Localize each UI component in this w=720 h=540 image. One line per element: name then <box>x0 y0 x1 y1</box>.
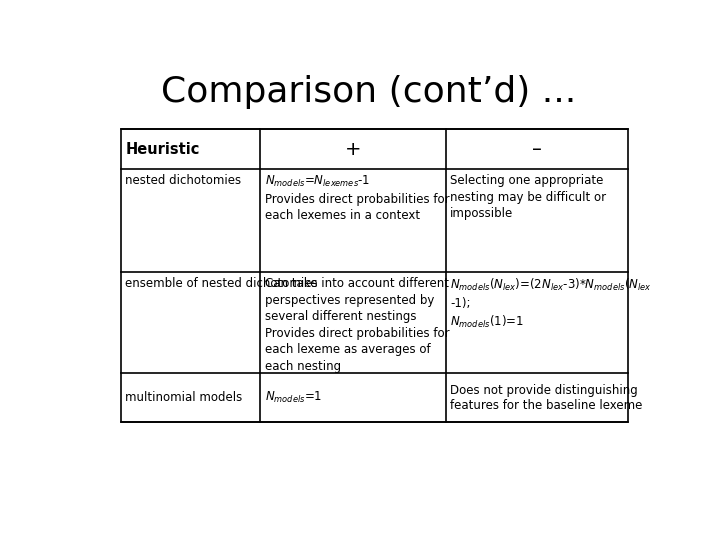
Text: Comparison (cont’d) ...: Comparison (cont’d) ... <box>161 75 577 109</box>
Text: $N_{models}$($N_{lex}$)=(2$N_{lex}$-3)*$N_{models}$($N_{lex}$
-1);
$N_{models}$(: $N_{models}$($N_{lex}$)=(2$N_{lex}$-3)*$… <box>450 278 652 330</box>
Text: nested dichotomies: nested dichotomies <box>125 174 241 187</box>
Text: Heuristic: Heuristic <box>125 141 199 157</box>
Text: Does not provide distinguishing
features for the baseline lexeme: Does not provide distinguishing features… <box>450 384 642 412</box>
Text: multinomial models: multinomial models <box>125 392 243 404</box>
Text: $N_{models}$=$N_{lexemes}$-1
Provides direct probabilities for
each lexemes in a: $N_{models}$=$N_{lexemes}$-1 Provides di… <box>265 174 449 222</box>
Bar <box>121 129 629 422</box>
Text: –: – <box>532 140 542 159</box>
Text: Selecting one appropriate
nesting may be difficult or
impossible: Selecting one appropriate nesting may be… <box>450 174 606 220</box>
Text: +: + <box>345 140 361 159</box>
Text: $N_{models}$=1: $N_{models}$=1 <box>265 390 322 406</box>
Text: Can take into account different
perspectives represented by
several different ne: Can take into account different perspect… <box>265 278 449 373</box>
Text: ensemble of nested dichotomies: ensemble of nested dichotomies <box>125 278 318 291</box>
